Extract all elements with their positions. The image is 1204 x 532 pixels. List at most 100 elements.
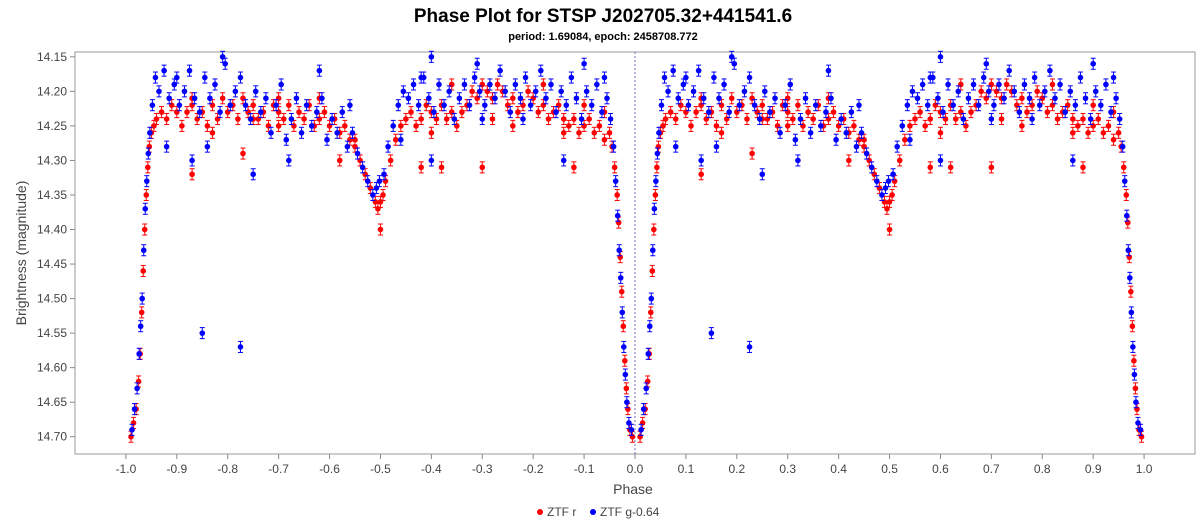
data-point	[591, 130, 598, 136]
data-point	[441, 102, 447, 108]
y-tick-label: 14.65	[37, 395, 67, 409]
data-point	[1039, 95, 1046, 102]
data-point	[329, 116, 335, 122]
data-point	[507, 109, 514, 115]
data-point	[983, 95, 990, 102]
data-point	[856, 102, 862, 108]
data-point	[448, 81, 455, 88]
data-point	[560, 157, 567, 164]
data-point	[795, 157, 801, 164]
data-point	[751, 102, 758, 108]
data-point	[922, 123, 928, 129]
data-point	[787, 81, 794, 88]
data-point	[252, 88, 259, 95]
data-point	[965, 95, 972, 102]
data-point	[950, 102, 956, 108]
data-point	[479, 81, 486, 88]
data-point	[240, 150, 246, 157]
data-point	[418, 164, 424, 171]
data-point	[629, 433, 636, 440]
data-point	[940, 109, 946, 115]
data-point	[628, 427, 635, 433]
data-point	[1092, 88, 1099, 95]
data-point	[258, 109, 264, 115]
data-point	[158, 109, 165, 115]
data-point	[736, 102, 743, 108]
data-point	[535, 109, 542, 115]
data-point	[400, 88, 407, 95]
data-point	[998, 116, 1005, 122]
x-tick-label: -0.8	[217, 462, 238, 476]
data-point	[288, 116, 295, 122]
data-point	[202, 74, 208, 81]
data-point	[316, 116, 323, 122]
data-point	[711, 74, 717, 81]
data-point	[651, 205, 658, 212]
x-axis-label: Phase	[613, 481, 653, 497]
data-point	[665, 88, 671, 95]
data-point	[874, 178, 880, 184]
data-point	[1001, 95, 1007, 102]
data-point	[656, 130, 662, 136]
data-point	[800, 123, 806, 129]
data-point	[1085, 130, 1091, 136]
data-point	[1047, 67, 1053, 74]
data-point	[222, 60, 228, 67]
data-point	[134, 385, 140, 392]
data-point	[438, 164, 445, 171]
data-point	[700, 95, 707, 102]
data-point	[375, 205, 381, 212]
x-tick-label: -1.0	[116, 462, 137, 476]
data-point	[683, 74, 689, 81]
data-point	[428, 130, 435, 136]
data-point	[1110, 74, 1117, 81]
data-point	[756, 116, 763, 122]
data-point	[1011, 88, 1018, 95]
data-point	[868, 164, 875, 171]
data-point	[286, 157, 292, 164]
data-point	[963, 123, 969, 129]
data-point	[610, 143, 617, 150]
data-point	[614, 212, 621, 219]
data-point	[174, 74, 180, 81]
data-point	[398, 136, 404, 143]
data-point	[380, 192, 386, 198]
data-point	[1064, 102, 1071, 108]
data-point	[721, 81, 727, 88]
data-point	[224, 109, 231, 115]
data-point	[275, 95, 282, 102]
data-point	[319, 95, 325, 102]
data-point	[209, 102, 216, 108]
data-point	[759, 102, 766, 108]
data-point	[991, 102, 997, 108]
x-tick-label: 1.0	[1136, 462, 1153, 476]
data-point	[359, 164, 366, 171]
data-point	[372, 199, 379, 205]
x-tick-label: -0.1	[574, 462, 595, 476]
data-point	[1126, 254, 1133, 260]
data-point	[1024, 109, 1030, 115]
data-point	[163, 116, 170, 122]
data-point	[214, 116, 221, 122]
data-point	[698, 157, 704, 164]
data-point	[219, 54, 226, 60]
data-point	[479, 116, 486, 122]
data-point	[614, 192, 620, 198]
data-point	[129, 427, 135, 433]
data-point	[693, 109, 699, 115]
data-point	[652, 192, 659, 198]
data-point	[1042, 88, 1048, 95]
data-point	[263, 95, 269, 102]
data-point	[373, 185, 380, 191]
data-point	[784, 95, 791, 102]
data-point	[825, 67, 832, 74]
data-point	[945, 81, 951, 88]
data-point	[648, 295, 655, 302]
data-point	[924, 102, 931, 108]
data-point	[413, 123, 419, 129]
data-point	[510, 95, 516, 102]
data-point	[835, 123, 842, 129]
data-point	[555, 102, 562, 108]
data-point	[986, 88, 992, 95]
data-point	[638, 427, 644, 433]
